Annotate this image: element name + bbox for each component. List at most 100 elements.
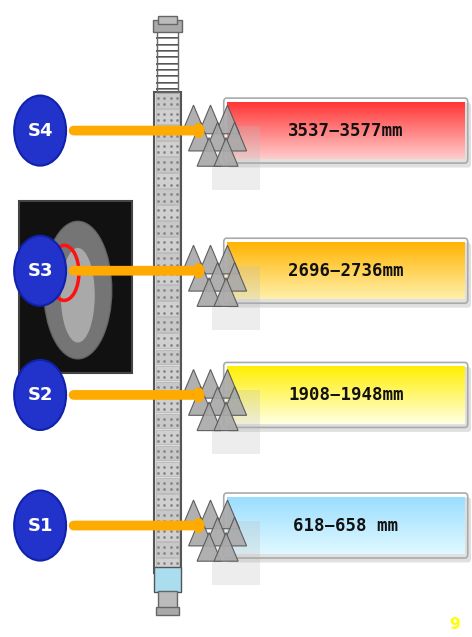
Bar (227, 267, 465, 268)
Bar (227, 156, 465, 157)
Bar (227, 377, 465, 378)
Polygon shape (215, 369, 240, 398)
Bar (227, 147, 465, 148)
Bar (227, 145, 465, 146)
Text: S1: S1 (27, 517, 53, 534)
Bar (227, 114, 465, 115)
Bar (227, 399, 465, 400)
Text: 3537−3577mm: 3537−3577mm (288, 122, 404, 140)
Bar (227, 150, 465, 152)
Bar (227, 118, 465, 119)
Polygon shape (206, 387, 230, 415)
Bar (227, 374, 465, 375)
Bar (227, 540, 465, 541)
FancyBboxPatch shape (227, 243, 471, 308)
Bar (227, 403, 465, 404)
Bar (227, 534, 465, 535)
Bar (227, 504, 465, 505)
Bar (156, 334, 179, 348)
Circle shape (14, 96, 66, 166)
Bar (227, 401, 465, 402)
Bar (227, 507, 465, 508)
Bar (227, 150, 465, 151)
Bar (227, 253, 465, 254)
Bar (227, 368, 465, 369)
Text: 618−658 mm: 618−658 mm (293, 517, 398, 534)
Bar (227, 297, 465, 298)
Bar (227, 544, 465, 545)
Bar (227, 407, 465, 408)
Polygon shape (206, 517, 230, 546)
Bar (227, 380, 465, 382)
Text: 2696−2736mm: 2696−2736mm (288, 262, 404, 280)
Bar (227, 119, 465, 120)
Polygon shape (215, 500, 240, 529)
Bar (227, 537, 465, 538)
Bar (156, 141, 179, 156)
Polygon shape (206, 262, 230, 291)
Bar (227, 526, 465, 527)
Bar (227, 129, 465, 130)
Bar (227, 548, 465, 549)
Bar (227, 387, 465, 388)
Bar (227, 529, 465, 530)
Bar (156, 301, 179, 316)
Polygon shape (189, 517, 213, 546)
Bar (227, 265, 465, 266)
Bar (227, 254, 465, 255)
Bar (227, 414, 465, 415)
Polygon shape (197, 533, 221, 561)
Bar (227, 108, 465, 109)
Bar (227, 288, 465, 289)
Bar (227, 292, 465, 293)
Bar (227, 142, 465, 143)
Bar (227, 141, 465, 142)
Bar (227, 502, 465, 503)
Bar (227, 419, 465, 420)
Bar (227, 251, 465, 252)
Bar (227, 272, 465, 273)
Bar (227, 269, 465, 270)
Bar (212, 126, 260, 190)
Bar (227, 549, 465, 550)
Bar (227, 138, 465, 140)
Bar (227, 271, 465, 272)
Polygon shape (189, 122, 213, 151)
Ellipse shape (44, 221, 112, 359)
Bar (156, 205, 179, 220)
Polygon shape (223, 262, 246, 291)
Bar (227, 250, 465, 251)
Bar (156, 221, 179, 236)
Text: 1908−1948mm: 1908−1948mm (288, 386, 404, 404)
Bar (227, 501, 465, 502)
Bar (156, 157, 179, 172)
Bar (227, 287, 465, 288)
Bar (227, 146, 465, 147)
Bar (227, 539, 465, 540)
Circle shape (14, 236, 66, 306)
Bar (227, 140, 465, 141)
Bar (19, 201, 132, 373)
Bar (227, 246, 465, 247)
Bar (227, 369, 465, 370)
Bar (227, 157, 465, 158)
Bar (227, 260, 465, 261)
Ellipse shape (61, 248, 95, 343)
Bar (227, 285, 465, 286)
Bar (227, 371, 465, 372)
Bar (227, 400, 465, 401)
Bar (227, 522, 465, 524)
Bar (227, 264, 465, 265)
Bar (156, 446, 179, 461)
Bar (227, 396, 465, 397)
Bar (156, 542, 179, 557)
Polygon shape (197, 402, 221, 431)
Bar (227, 499, 465, 501)
Bar (227, 266, 465, 267)
Bar (227, 391, 465, 392)
Bar (227, 149, 465, 150)
Bar (227, 274, 465, 275)
Bar (227, 383, 465, 384)
Bar (227, 120, 465, 121)
Bar (227, 530, 465, 531)
